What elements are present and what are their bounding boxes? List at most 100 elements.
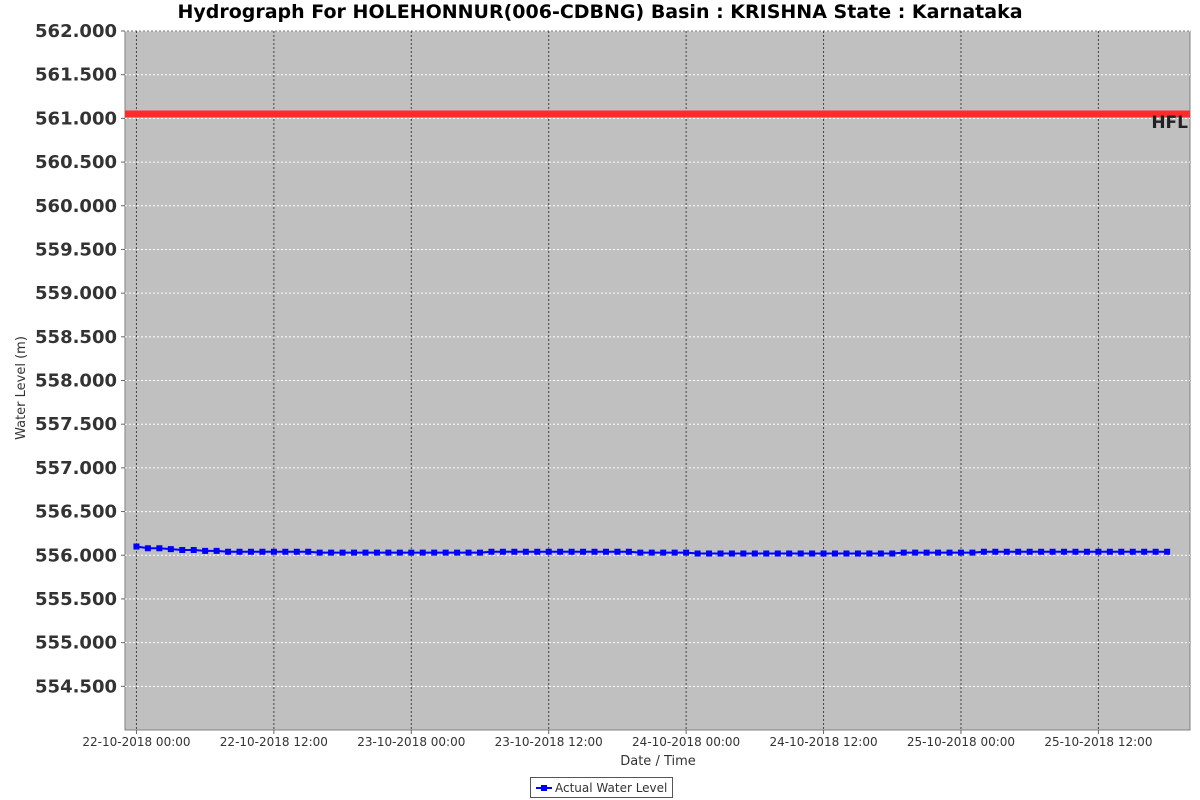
x-tick-label: 24-10-2018 12:00 <box>769 735 877 749</box>
data-point <box>602 548 609 555</box>
x-tick-label: 22-10-2018 12:00 <box>220 735 328 749</box>
data-point <box>728 550 735 557</box>
data-point <box>1152 548 1159 555</box>
data-point <box>763 550 770 557</box>
data-point <box>1083 548 1090 555</box>
y-tick-label: 560.500 <box>35 152 117 173</box>
y-tick-label: 558.000 <box>35 371 117 392</box>
x-tick-label: 25-10-2018 00:00 <box>907 735 1015 749</box>
data-point <box>293 548 300 555</box>
data-point <box>1061 548 1068 555</box>
data-point <box>316 549 323 556</box>
y-tick-label: 557.000 <box>35 458 117 479</box>
data-point <box>1072 548 1079 555</box>
data-point <box>923 549 930 556</box>
data-point <box>935 549 942 556</box>
data-point <box>259 548 266 555</box>
y-tick-label: 555.500 <box>35 589 117 610</box>
data-point <box>351 549 358 556</box>
data-point <box>877 550 884 557</box>
data-point <box>694 550 701 557</box>
data-point <box>637 549 644 556</box>
data-point <box>167 546 174 553</box>
data-point <box>1164 548 1171 555</box>
y-tick-label: 561.000 <box>35 108 117 129</box>
data-point <box>751 550 758 557</box>
data-point <box>408 549 415 556</box>
data-point <box>339 549 346 556</box>
y-tick-label: 556.000 <box>35 545 117 566</box>
data-point <box>786 550 793 557</box>
data-point <box>385 549 392 556</box>
data-point <box>1118 548 1125 555</box>
reference-lines: HFL <box>125 110 1190 133</box>
data-point <box>992 548 999 555</box>
data-point <box>156 545 163 552</box>
data-point <box>328 549 335 556</box>
data-point <box>373 549 380 556</box>
data-point <box>1003 548 1010 555</box>
data-point <box>740 550 747 557</box>
vertical-gridlines <box>135 31 1099 730</box>
data-point <box>202 547 209 554</box>
data-point <box>247 548 254 555</box>
data-point <box>809 550 816 557</box>
data-point <box>568 548 575 555</box>
data-point <box>660 549 667 556</box>
data-point <box>454 549 461 556</box>
y-tick-label: 554.500 <box>35 676 117 697</box>
y-axis-label: Water Level (m) <box>14 336 29 440</box>
y-tick-label: 555.000 <box>35 633 117 654</box>
data-point <box>1015 548 1022 555</box>
data-point <box>270 548 277 555</box>
data-point <box>1038 548 1045 555</box>
legend-series-label: Actual Water Level <box>555 780 668 795</box>
data-point <box>225 548 232 555</box>
x-tick-label: 22-10-2018 00:00 <box>82 735 190 749</box>
x-tick-label: 24-10-2018 00:00 <box>632 735 740 749</box>
legend-series-swatch <box>536 782 552 794</box>
data-point <box>396 549 403 556</box>
chart-legend: Actual Water Level <box>530 777 674 798</box>
data-point <box>1129 548 1136 555</box>
data-point <box>820 550 827 557</box>
data-point <box>614 548 621 555</box>
y-tick-label: 557.500 <box>35 414 117 435</box>
y-tick-label: 561.500 <box>35 65 117 86</box>
data-point <box>854 550 861 557</box>
y-tick-label: 556.500 <box>35 502 117 523</box>
data-point <box>980 548 987 555</box>
data-point <box>1049 548 1056 555</box>
data-point <box>843 550 850 557</box>
data-point <box>236 548 243 555</box>
data-point <box>133 543 140 550</box>
data-point <box>442 549 449 556</box>
data-point <box>625 548 632 555</box>
data-point <box>900 549 907 556</box>
data-point <box>213 547 220 554</box>
y-tick-label: 559.500 <box>35 239 117 260</box>
chart-title: Hydrograph For HOLEHONNUR(006-CDBNG) Bas… <box>177 1 1023 23</box>
data-point <box>179 547 186 554</box>
data-point <box>683 549 690 556</box>
data-point <box>190 547 197 554</box>
x-tick-label: 23-10-2018 12:00 <box>495 735 603 749</box>
data-point <box>717 550 724 557</box>
x-tick-labels: 22-10-2018 00:00 22-10-2018 12:00 23-10-20… <box>82 730 1152 749</box>
data-point <box>706 550 713 557</box>
data-point <box>774 550 781 557</box>
x-tick-label: 23-10-2018 00:00 <box>357 735 465 749</box>
y-tick-labels: 554.500 555.000 555.500 556.000 556.500 557.0… <box>35 21 125 697</box>
horizontal-gridlines <box>125 30 1190 687</box>
data-point <box>957 549 964 556</box>
data-point <box>1095 548 1102 555</box>
y-tick-label: 559.000 <box>35 283 117 304</box>
data-point <box>1026 548 1033 555</box>
data-point <box>534 548 541 555</box>
data-point <box>488 548 495 555</box>
x-axis-label: Date / Time <box>620 754 696 769</box>
data-point <box>511 548 518 555</box>
data-point <box>866 550 873 557</box>
data-point <box>889 550 896 557</box>
